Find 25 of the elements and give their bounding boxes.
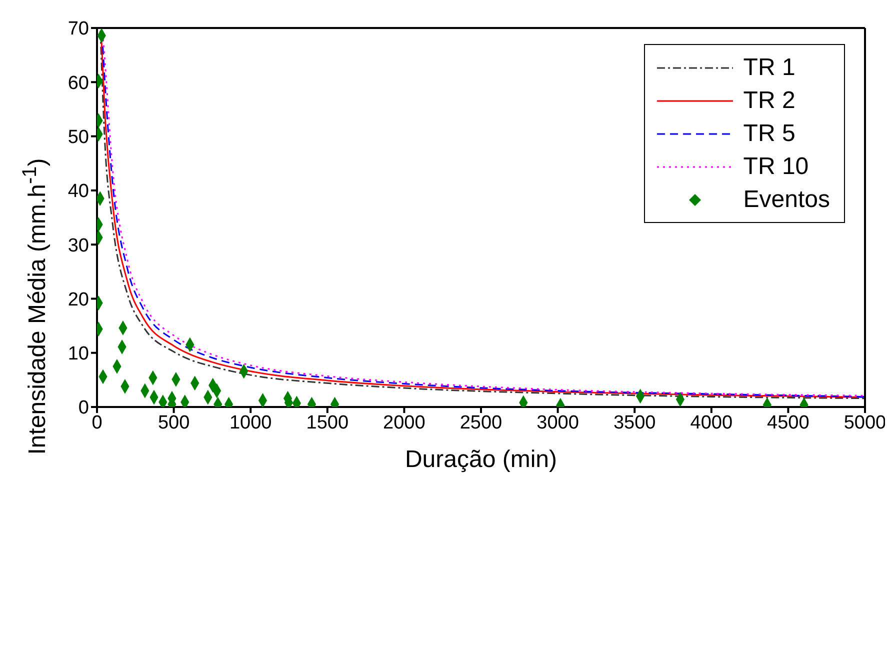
- x-tick-label: 2000: [383, 412, 426, 434]
- y-tick-label: 50: [68, 127, 89, 148]
- x-tick-label: 1000: [229, 412, 272, 434]
- x-tick-label: 5000: [844, 412, 886, 434]
- legend-label: TR 10: [743, 152, 809, 180]
- y-tick-label: 60: [68, 72, 89, 94]
- legend-label: TR 1: [743, 54, 796, 82]
- x-tick-label: 4000: [690, 412, 733, 434]
- y-tick-label: 0: [78, 398, 89, 419]
- legend-label: TR 5: [743, 120, 796, 148]
- x-tick-label: 0: [92, 412, 102, 434]
- y-tick-label: 30: [68, 235, 89, 256]
- legend-label: Eventos: [743, 186, 830, 214]
- x-tick-label: 4500: [767, 412, 810, 434]
- x-tick-label: 500: [158, 412, 190, 434]
- x-axis-title: Duração (min): [404, 446, 558, 473]
- legend-label: TR 2: [743, 86, 796, 114]
- y-tick-label: 40: [68, 181, 89, 202]
- x-tick-label: 3500: [613, 412, 656, 434]
- x-tick-label: 2500: [460, 412, 502, 434]
- x-tick-label: 1500: [306, 412, 349, 434]
- y-tick-label: 20: [68, 289, 89, 310]
- y-tick-label: 70: [68, 18, 89, 40]
- y-tick-label: 10: [68, 344, 89, 365]
- x-tick-label: 3000: [536, 412, 579, 434]
